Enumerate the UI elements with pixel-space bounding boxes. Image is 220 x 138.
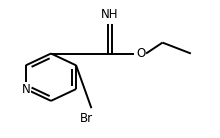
Text: Br: Br	[79, 112, 93, 125]
Text: N: N	[22, 83, 30, 95]
Text: NH: NH	[101, 8, 119, 21]
Text: O: O	[136, 47, 145, 60]
